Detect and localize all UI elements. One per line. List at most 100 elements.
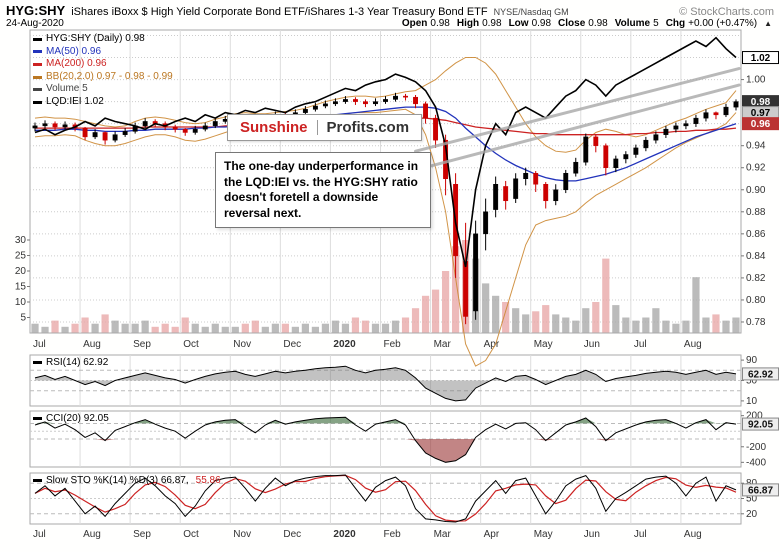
ma200-series-marker-icon bbox=[33, 62, 42, 66]
quote-volume-value: 5 bbox=[653, 18, 659, 29]
svg-text:2020: 2020 bbox=[333, 529, 356, 540]
svg-text:5: 5 bbox=[20, 313, 26, 324]
svg-text:1.02: 1.02 bbox=[751, 53, 771, 64]
svg-text:20: 20 bbox=[15, 266, 27, 277]
cci-label-text: CCI(20) 92.05 bbox=[46, 413, 109, 424]
symbol: HYG:SHY bbox=[6, 3, 66, 18]
quote-row: 24-Aug-2020 Open 0.98 High 0.98 Low 0.98 Cl… bbox=[6, 18, 772, 29]
svg-text:Aug: Aug bbox=[83, 339, 101, 350]
svg-text:Aug: Aug bbox=[83, 529, 101, 540]
chart-header: HYG:SHY iShares iBoxx $ High Yield Corpo… bbox=[6, 3, 774, 18]
legend-label: LQD:IEI 1.02 bbox=[46, 95, 104, 107]
quote-values: Open 0.98 High 0.98 Low 0.98 Close 0.98 Volu… bbox=[402, 18, 772, 29]
svg-text:0.82: 0.82 bbox=[746, 273, 766, 284]
svg-text:1.00: 1.00 bbox=[746, 75, 766, 86]
svg-text:0.96: 0.96 bbox=[751, 119, 771, 130]
stochastic-series-marker-icon bbox=[33, 479, 42, 482]
quote-low-label: Low bbox=[508, 18, 529, 29]
svg-text:0.94: 0.94 bbox=[746, 141, 766, 152]
stochastic-panel-label: Slow STO %K(14) %D(3) 66.87, 55.86 bbox=[33, 475, 221, 486]
symbol-description: iShares iBoxx $ High Yield Corporate Bon… bbox=[71, 6, 488, 18]
svg-text:Sep: Sep bbox=[133, 529, 151, 540]
legend-label: MA(200) 0.96 bbox=[46, 58, 107, 70]
svg-text:May: May bbox=[534, 339, 553, 350]
lqd-iei-series-marker-icon bbox=[33, 100, 42, 104]
legend-item-volume: Volume 5 bbox=[33, 83, 173, 96]
svg-text:0.78: 0.78 bbox=[746, 317, 766, 328]
legend-item-ma50: MA(50) 0.96 bbox=[33, 46, 173, 59]
cci-series-marker-icon bbox=[33, 417, 42, 420]
svg-text:Jun: Jun bbox=[584, 529, 600, 540]
annotation-box: The one-day underperformance in the LQD:… bbox=[215, 152, 431, 229]
svg-text:0.88: 0.88 bbox=[746, 207, 766, 218]
annotation-text: The one-day underperformance in the LQD:… bbox=[224, 159, 419, 220]
svg-text:Mar: Mar bbox=[434, 339, 452, 350]
change-up-arrow-icon: ▲ bbox=[764, 19, 772, 28]
quote-close-label: Close bbox=[558, 18, 586, 29]
svg-text:10: 10 bbox=[15, 297, 27, 308]
svg-text:Sep: Sep bbox=[133, 339, 151, 350]
price-series-marker-icon bbox=[33, 37, 42, 41]
svg-text:Aug: Aug bbox=[684, 529, 702, 540]
quote-high-value: 0.98 bbox=[482, 18, 502, 29]
svg-text:Jun: Jun bbox=[584, 339, 600, 350]
svg-text:15: 15 bbox=[15, 282, 27, 293]
svg-text:66.87: 66.87 bbox=[748, 485, 773, 496]
svg-text:0.80: 0.80 bbox=[746, 295, 766, 306]
bollinger-series-marker-icon bbox=[33, 75, 42, 79]
svg-text:Dec: Dec bbox=[283, 529, 301, 540]
stockcharts-copyright: © StockCharts.com bbox=[679, 6, 774, 18]
svg-text:90: 90 bbox=[746, 355, 758, 366]
svg-text:Aug: Aug bbox=[684, 339, 702, 350]
quote-change: Chg +0.00 (+0.47%) bbox=[666, 18, 757, 29]
svg-text:92.05: 92.05 bbox=[748, 420, 773, 431]
svg-text:62.92: 62.92 bbox=[748, 369, 773, 380]
sunshine-profits-watermark: Sunshine Profits.com bbox=[227, 114, 423, 141]
svg-text:Nov: Nov bbox=[233, 529, 251, 540]
svg-text:Nov: Nov bbox=[233, 339, 251, 350]
quote-low-value: 0.98 bbox=[531, 18, 552, 29]
svg-text:Oct: Oct bbox=[183, 529, 199, 540]
brand-profits: Profits.com bbox=[326, 119, 410, 136]
quote-volume: Volume 5 bbox=[615, 18, 659, 29]
svg-text:Feb: Feb bbox=[383, 529, 401, 540]
svg-text:30: 30 bbox=[15, 235, 27, 246]
quote-change-label: Chg bbox=[665, 18, 686, 29]
chart-date: 24-Aug-2020 bbox=[6, 18, 64, 29]
svg-text:-200: -200 bbox=[746, 442, 766, 453]
svg-text:Apr: Apr bbox=[484, 529, 500, 540]
svg-text:200: 200 bbox=[746, 411, 763, 422]
quote-open-value: 0.98 bbox=[430, 18, 450, 29]
watermark-divider bbox=[316, 120, 318, 135]
rsi-panel-label: RSI(14) 62.92 bbox=[33, 357, 108, 368]
svg-text:2020: 2020 bbox=[333, 339, 356, 350]
svg-text:Jul: Jul bbox=[33, 529, 46, 540]
legend-label: BB(20,2.0) 0.97 - 0.98 - 0.99 bbox=[46, 70, 173, 82]
quote-low: Low 0.98 bbox=[509, 18, 551, 29]
rsi-label-text: RSI(14) 62.92 bbox=[46, 357, 109, 368]
svg-text:Jul: Jul bbox=[33, 339, 46, 350]
svg-text:25: 25 bbox=[15, 251, 27, 262]
brand-sunshine: Sunshine bbox=[240, 119, 308, 136]
legend-item-bollinger: BB(20,2.0) 0.97 - 0.98 - 0.99 bbox=[33, 71, 173, 84]
svg-text:0.86: 0.86 bbox=[746, 229, 766, 240]
legend-item-ma200: MA(200) 0.96 bbox=[33, 58, 173, 71]
svg-text:Jul: Jul bbox=[634, 529, 647, 540]
quote-open: Open 0.98 bbox=[402, 18, 450, 29]
rsi-series-marker-icon bbox=[33, 361, 42, 364]
legend-label: MA(50) 0.96 bbox=[46, 45, 102, 57]
legend-item-lqd-iei: LQD:IEI 1.02 bbox=[33, 96, 173, 109]
legend-label: HYG:SHY (Daily) 0.98 bbox=[46, 33, 145, 44]
legend-item-price: HYG:SHY (Daily) 0.98 bbox=[33, 33, 173, 46]
svg-text:0.98: 0.98 bbox=[751, 97, 771, 108]
quote-volume-label: Volume bbox=[614, 18, 651, 29]
stochastic-d-label-text: 55.86 bbox=[195, 475, 221, 486]
svg-text:20: 20 bbox=[746, 509, 758, 520]
quote-open-label: Open bbox=[401, 18, 428, 29]
svg-text:10: 10 bbox=[746, 396, 758, 407]
legend-label: Volume 5 bbox=[46, 83, 88, 95]
cci-panel-label: CCI(20) 92.05 bbox=[33, 413, 109, 424]
stochastic-k-label-text: Slow STO %K(14) %D(3) 66.87, bbox=[46, 475, 189, 486]
